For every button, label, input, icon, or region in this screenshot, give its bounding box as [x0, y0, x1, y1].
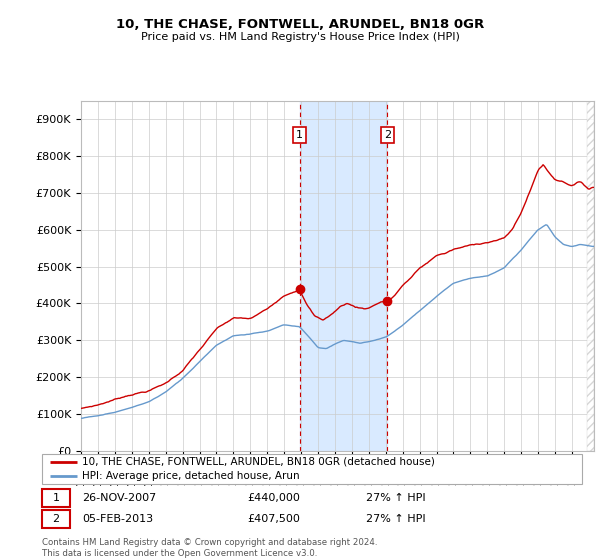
Text: 10, THE CHASE, FONTWELL, ARUNDEL, BN18 0GR (detached house): 10, THE CHASE, FONTWELL, ARUNDEL, BN18 0…	[83, 457, 436, 467]
Text: 2: 2	[384, 130, 391, 140]
Text: HPI: Average price, detached house, Arun: HPI: Average price, detached house, Arun	[83, 471, 300, 481]
Text: 27% ↑ HPI: 27% ↑ HPI	[366, 493, 425, 503]
Text: 2: 2	[52, 514, 59, 524]
Text: 10, THE CHASE, FONTWELL, ARUNDEL, BN18 0GR: 10, THE CHASE, FONTWELL, ARUNDEL, BN18 0…	[116, 18, 484, 31]
Text: 26-NOV-2007: 26-NOV-2007	[83, 493, 157, 503]
FancyBboxPatch shape	[42, 489, 70, 506]
Text: Price paid vs. HM Land Registry's House Price Index (HPI): Price paid vs. HM Land Registry's House …	[140, 32, 460, 42]
Text: 27% ↑ HPI: 27% ↑ HPI	[366, 514, 425, 524]
Text: 05-FEB-2013: 05-FEB-2013	[83, 514, 154, 524]
Text: £407,500: £407,500	[247, 514, 300, 524]
Text: £440,000: £440,000	[247, 493, 300, 503]
Text: Contains HM Land Registry data © Crown copyright and database right 2024.
This d: Contains HM Land Registry data © Crown c…	[42, 538, 377, 558]
Bar	[299, 101, 387, 451]
Text: 1: 1	[53, 493, 59, 503]
Text: 1: 1	[296, 130, 303, 140]
FancyBboxPatch shape	[42, 510, 70, 528]
